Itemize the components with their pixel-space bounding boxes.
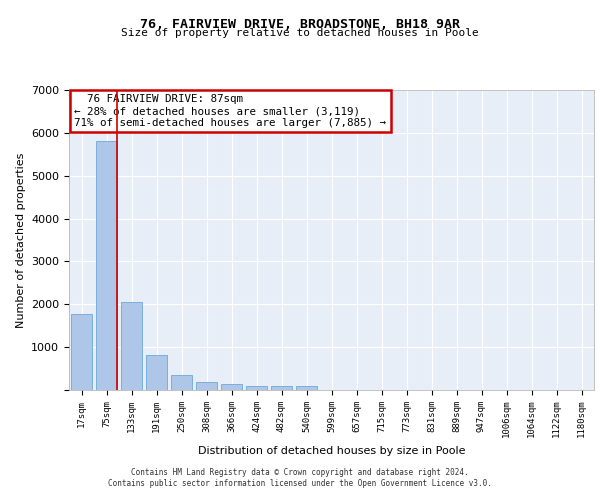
Bar (221, 384, 242, 390)
Y-axis label: Number of detached properties: Number of detached properties (16, 152, 26, 328)
Bar (121, 302, 142, 390)
X-axis label: Distribution of detached houses by size in Poole: Distribution of detached houses by size … (198, 446, 465, 456)
Bar (146, 355, 167, 390)
Bar (171, 376, 192, 390)
Bar (246, 386, 267, 390)
Text: 76 FAIRVIEW DRIVE: 87sqm
← 28% of detached houses are smaller (3,119)
71% of sem: 76 FAIRVIEW DRIVE: 87sqm ← 28% of detach… (74, 94, 386, 128)
Text: Contains HM Land Registry data © Crown copyright and database right 2024.
Contai: Contains HM Land Registry data © Crown c… (108, 468, 492, 487)
Bar (96, 142, 117, 390)
Bar (271, 386, 292, 390)
Text: 76, FAIRVIEW DRIVE, BROADSTONE, BH18 9AR: 76, FAIRVIEW DRIVE, BROADSTONE, BH18 9AR (140, 18, 460, 30)
Text: Size of property relative to detached houses in Poole: Size of property relative to detached ho… (121, 28, 479, 38)
Bar (296, 386, 317, 390)
Bar (196, 382, 217, 390)
Bar (71, 314, 92, 390)
